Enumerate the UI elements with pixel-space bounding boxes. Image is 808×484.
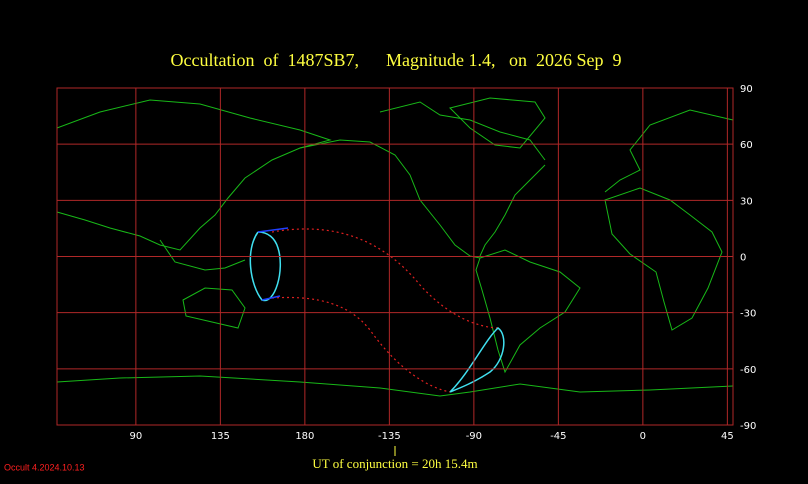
lon-tick-label: 180 — [295, 431, 314, 442]
path-edge — [261, 295, 281, 301]
lat-tick-label: 60 — [740, 140, 753, 151]
lon-tick-label: -135 — [378, 431, 401, 442]
lon-tick-label: 135 — [211, 431, 230, 442]
lon-tick-label: -90 — [466, 431, 482, 442]
lat-tick-label: 90 — [740, 84, 753, 95]
lat-tick-label: 0 — [740, 253, 746, 264]
version: Occult 4.2024.10.13 — [4, 462, 85, 472]
limit-loop-west — [249, 231, 282, 302]
lat-tick-label: -90 — [740, 421, 756, 432]
occultation-path — [249, 227, 505, 393]
lat-tick-label: -30 — [740, 309, 756, 320]
title: Occultation of 1487SB7, Magnitude 1.4, o… — [171, 50, 622, 70]
lon-tick-label: 90 — [129, 431, 142, 442]
lon-tick-label: 45 — [721, 431, 734, 442]
lat-tick-label: 30 — [740, 196, 753, 207]
lon-tick-label: 0 — [640, 431, 646, 442]
lat-tick-label: -60 — [740, 365, 756, 376]
path-edge — [257, 227, 289, 233]
conjunction-time: UT of conjunction = 20h 15.4m — [312, 456, 477, 471]
coastlines — [56, 97, 734, 397]
lon-tick-label: -45 — [550, 431, 566, 442]
